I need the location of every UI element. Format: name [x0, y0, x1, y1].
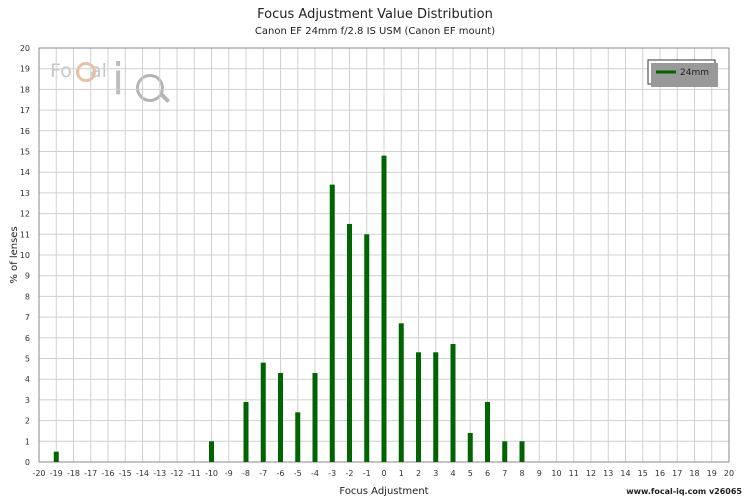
- x-tick-label: -20: [32, 469, 45, 478]
- bar: [53, 451, 59, 462]
- x-tick-label: -16: [101, 469, 114, 478]
- x-tick-label: -8: [242, 469, 250, 478]
- legend-shadow: [651, 63, 718, 87]
- x-tick-label: -17: [84, 469, 97, 478]
- x-tick-label: 4: [450, 469, 455, 478]
- x-axis-label: Focus Adjustment: [339, 486, 428, 497]
- legend-label: 24mm: [680, 68, 709, 78]
- bars-group: [53, 155, 525, 462]
- x-tick-label: 20: [724, 469, 734, 478]
- x-tick-label: 14: [620, 469, 630, 478]
- x-tick-label: -14: [136, 469, 149, 478]
- y-tick-label: 10: [20, 251, 30, 260]
- y-tick-label: 1: [25, 437, 30, 446]
- bar: [243, 401, 249, 462]
- x-tick-label: 12: [586, 469, 596, 478]
- y-tick-label: 2: [25, 417, 30, 426]
- x-tick-label: 15: [638, 469, 648, 478]
- bar: [416, 352, 421, 462]
- bar: [364, 234, 370, 462]
- x-tick-label: 16: [655, 469, 665, 478]
- x-tick-label: -4: [311, 469, 319, 478]
- y-tick-label: 4: [25, 375, 30, 384]
- x-tick-label: 2: [416, 469, 421, 478]
- x-tick-label: 18: [689, 469, 699, 478]
- x-tick-label: 10: [551, 469, 561, 478]
- bar: [450, 344, 456, 462]
- y-tick-label: 17: [20, 106, 30, 115]
- chart-subtitle: Canon EF 24mm f/2.8 IS USM (Canon EF mou…: [254, 26, 496, 37]
- x-tick-label: -15: [119, 469, 132, 478]
- logo-ring-icon: [76, 62, 96, 82]
- y-tick-label: 5: [25, 355, 30, 364]
- x-tick-label: 5: [468, 469, 473, 478]
- y-tick-label: 19: [20, 65, 30, 74]
- y-tick-label: 8: [25, 292, 30, 301]
- bar: [347, 223, 352, 462]
- y-tick-label: 0: [25, 458, 30, 467]
- y-tick-label: 12: [20, 210, 30, 219]
- x-tick-label: -6: [277, 469, 285, 478]
- bar: [381, 155, 387, 462]
- y-tick-label: 20: [20, 44, 30, 53]
- y-tick-label: 11: [20, 230, 30, 239]
- bar: [467, 433, 473, 462]
- x-tick-label: 19: [707, 469, 717, 478]
- x-tick-label: 7: [502, 469, 507, 478]
- x-tick-label: -13: [153, 469, 166, 478]
- y-tick-label: 3: [25, 396, 30, 405]
- bar: [502, 441, 508, 462]
- bar: [278, 372, 283, 462]
- bar: [519, 441, 525, 462]
- bar: [433, 352, 439, 462]
- x-tick-label: -3: [328, 469, 336, 478]
- y-tick-label: 13: [20, 189, 30, 198]
- chart-title: Focus Adjustment Value Distribution: [257, 7, 493, 22]
- x-tick-label: 11: [569, 469, 579, 478]
- x-tick-label: -7: [259, 469, 267, 478]
- legend: 24mm: [647, 59, 718, 87]
- x-tick-label: 17: [672, 469, 682, 478]
- bar: [485, 401, 490, 462]
- x-tick-label: 3: [433, 469, 438, 478]
- y-tick-label: 9: [25, 272, 30, 281]
- bar: [260, 362, 266, 462]
- x-axis-ticks: -20 -19 -18 -17 -16 -15 -14 -13 -12 -11 -10 -9 -8 -7-…: [32, 469, 734, 478]
- x-tick-label: -11: [188, 469, 201, 478]
- x-tick-label: 9: [537, 469, 542, 478]
- bar: [329, 184, 335, 462]
- y-tick-label: 7: [25, 313, 30, 322]
- bar: [209, 441, 214, 462]
- x-tick-label: -5: [294, 469, 302, 478]
- y-tick-label: 15: [20, 148, 30, 157]
- x-tick-label: -19: [50, 469, 63, 478]
- x-tick-label: 0: [381, 469, 386, 478]
- x-tick-label: -10: [205, 469, 218, 478]
- x-tick-label: -12: [170, 469, 183, 478]
- x-tick-label: -2: [346, 469, 354, 478]
- x-tick-label: 1: [399, 469, 404, 478]
- bar: [398, 323, 404, 462]
- x-tick-label: -9: [225, 469, 233, 478]
- x-tick-label: -18: [67, 469, 80, 478]
- x-tick-label: 13: [603, 469, 613, 478]
- y-tick-label: 16: [20, 127, 30, 136]
- x-tick-label: -1: [363, 469, 371, 478]
- y-axis-label: % of lenses: [9, 226, 20, 283]
- footer-credit: www.focal-iq.com v26065: [626, 487, 742, 496]
- bar: [295, 412, 301, 462]
- magnifier-icon: [136, 74, 164, 102]
- bar: [312, 372, 318, 462]
- x-tick-label: 6: [485, 469, 490, 478]
- x-tick-label: 8: [519, 469, 524, 478]
- y-tick-label: 18: [20, 85, 30, 94]
- y-tick-label: 6: [25, 334, 30, 343]
- y-tick-label: 14: [20, 168, 30, 177]
